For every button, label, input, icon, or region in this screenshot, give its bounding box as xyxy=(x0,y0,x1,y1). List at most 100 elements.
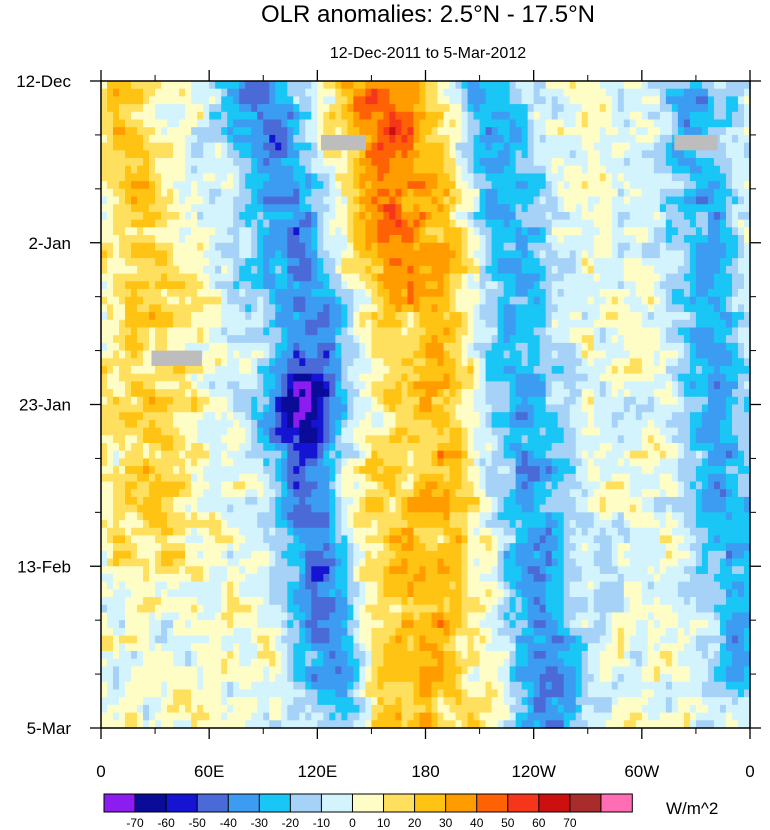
heatmap-cell xyxy=(155,296,162,305)
heatmap-cell xyxy=(437,165,445,175)
heatmap-cell xyxy=(569,219,577,228)
heatmap-cell xyxy=(239,389,246,398)
heatmap-cell xyxy=(665,319,673,329)
heatmap-cell xyxy=(377,173,385,182)
heatmap-cell xyxy=(587,281,595,290)
heatmap-cell xyxy=(257,419,264,429)
heatmap-cell xyxy=(527,158,535,167)
chart-title: OLR anomalies: 2.5°N - 17.5°N xyxy=(261,1,595,28)
heatmap-cell xyxy=(491,134,499,144)
heatmap-cell xyxy=(239,158,246,167)
heatmap-cell xyxy=(605,142,613,151)
heatmap-cell xyxy=(233,435,240,444)
heatmap-cell xyxy=(581,381,589,390)
heatmap-cell xyxy=(179,342,186,352)
heatmap-cell xyxy=(473,319,481,329)
heatmap-cell xyxy=(665,389,673,398)
heatmap-cell xyxy=(257,312,264,321)
heatmap-cell xyxy=(131,242,138,252)
heatmap-cell xyxy=(323,288,330,298)
heatmap-cell xyxy=(665,396,673,406)
heatmap-cell xyxy=(533,196,541,205)
heatmap-cell xyxy=(713,389,721,398)
heatmap-cell xyxy=(383,358,391,367)
heatmap-cell xyxy=(611,165,619,175)
heatmap-cell xyxy=(185,427,192,436)
heatmap-cell xyxy=(551,173,559,182)
heatmap-cell xyxy=(401,111,409,121)
heatmap-cell xyxy=(107,358,114,367)
heatmap-cell xyxy=(725,134,733,144)
heatmap-cell xyxy=(275,235,282,244)
heatmap-cell xyxy=(641,211,649,221)
heatmap-cell xyxy=(545,312,553,321)
heatmap-cell xyxy=(563,119,571,128)
heatmap-cell xyxy=(281,288,288,298)
heatmap-cell xyxy=(383,265,391,275)
heatmap-cell xyxy=(311,258,318,267)
heatmap-cell xyxy=(641,227,649,236)
heatmap-cell xyxy=(401,396,409,406)
heatmap-cell xyxy=(311,381,318,390)
heatmap-cell xyxy=(719,327,727,336)
heatmap-cell xyxy=(695,396,703,406)
heatmap-cell xyxy=(311,281,318,290)
heatmap-cell xyxy=(383,96,391,105)
heatmap-cell xyxy=(149,419,156,429)
heatmap-cell xyxy=(233,150,240,159)
heatmap-cell xyxy=(167,119,174,128)
heatmap-cell xyxy=(407,227,415,236)
heatmap-cell xyxy=(311,288,318,298)
heatmap-cell xyxy=(467,288,475,298)
heatmap-cell xyxy=(503,88,511,97)
heatmap-cell xyxy=(317,142,324,151)
heatmap-cell xyxy=(197,211,204,221)
heatmap-cell xyxy=(557,173,565,182)
heatmap-cell xyxy=(143,196,150,205)
heatmap-cell xyxy=(365,365,373,375)
heatmap-cell xyxy=(533,119,541,128)
heatmap-cell xyxy=(281,119,288,128)
heatmap-cell xyxy=(455,104,463,113)
heatmap-cell xyxy=(575,181,583,190)
heatmap-cell xyxy=(221,412,228,421)
heatmap-cell xyxy=(479,358,487,367)
heatmap-cell xyxy=(653,150,661,159)
heatmap-cell xyxy=(293,288,300,298)
heatmap-cell xyxy=(407,219,415,228)
heatmap-cell xyxy=(599,127,607,136)
heatmap-cell xyxy=(503,365,511,375)
heatmap-cell xyxy=(557,281,565,290)
heatmap-cell xyxy=(281,335,288,344)
heatmap-cell xyxy=(665,142,673,151)
heatmap-cell xyxy=(521,273,529,282)
heatmap-cell xyxy=(233,427,240,436)
heatmap-cell xyxy=(143,134,150,144)
heatmap-cell xyxy=(419,350,427,359)
heatmap-cell xyxy=(305,104,312,113)
heatmap-cell xyxy=(467,296,475,305)
heatmap-cell xyxy=(131,134,138,144)
heatmap-cell xyxy=(263,235,270,244)
heatmap-cell xyxy=(461,242,469,252)
heatmap-cell xyxy=(131,127,138,136)
heatmap-cell xyxy=(407,111,415,121)
heatmap-cell xyxy=(251,127,258,136)
heatmap-cell xyxy=(467,404,475,413)
heatmap-cell xyxy=(425,96,433,105)
heatmap-cell xyxy=(257,181,264,190)
heatmap-cell xyxy=(299,88,306,97)
heatmap-cell xyxy=(647,219,655,228)
heatmap-cell xyxy=(509,258,517,267)
heatmap-cell xyxy=(725,404,733,413)
heatmap-cell xyxy=(713,327,721,336)
heatmap-cell xyxy=(587,134,595,144)
heatmap-cell xyxy=(203,258,210,267)
heatmap-cell xyxy=(401,342,409,352)
heatmap-cell xyxy=(107,396,114,406)
heatmap-cell xyxy=(653,104,661,113)
heatmap-cell xyxy=(611,181,619,190)
heatmap-cell xyxy=(449,335,457,344)
heatmap-cell xyxy=(245,335,252,344)
heatmap-cell xyxy=(245,350,252,359)
